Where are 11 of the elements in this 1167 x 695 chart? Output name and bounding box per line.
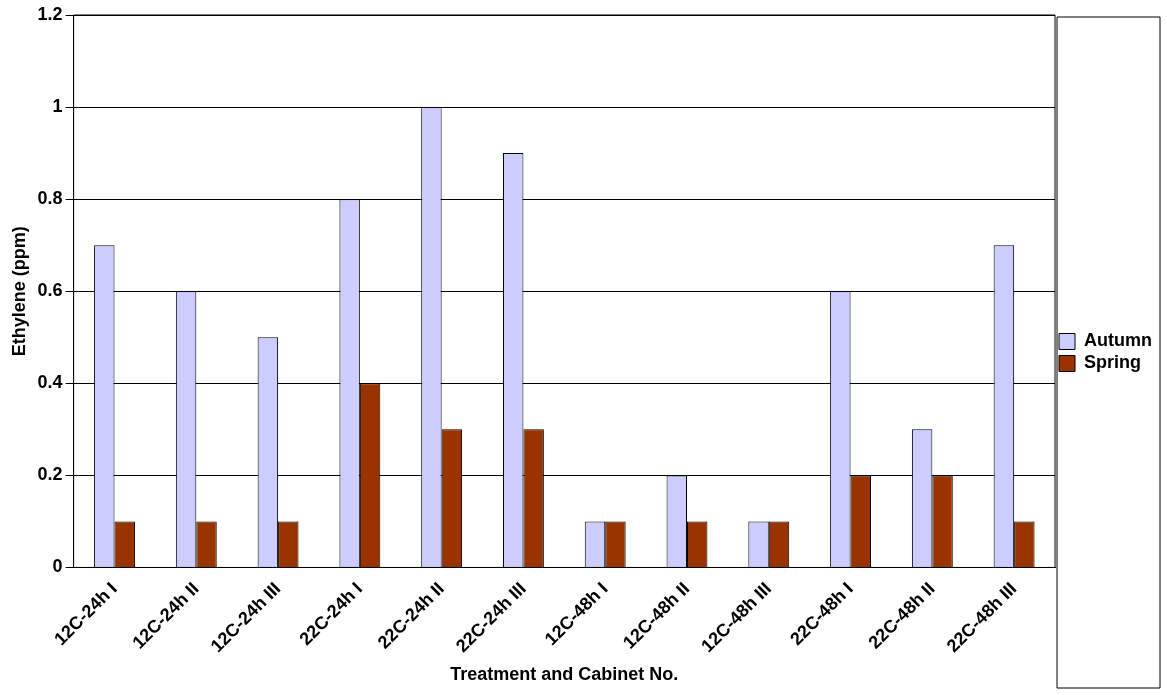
- y-tick-label: 1: [52, 96, 63, 117]
- y-tick-label: 0.2: [37, 464, 63, 485]
- y-tick-label: 1.2: [37, 3, 63, 24]
- x-axis-title: Treatment and Cabinet No.: [450, 664, 679, 685]
- legend-label: Autumn: [1084, 330, 1152, 351]
- y-tick-label: 0.4: [37, 372, 63, 393]
- legend-label: Spring: [1084, 352, 1142, 373]
- y-tick-label: 0.8: [37, 188, 63, 209]
- y-tick-label: 0.6: [37, 280, 63, 301]
- y-tick-label: 0: [52, 556, 63, 577]
- y-axis-title: Ethylene (ppm): [8, 226, 29, 357]
